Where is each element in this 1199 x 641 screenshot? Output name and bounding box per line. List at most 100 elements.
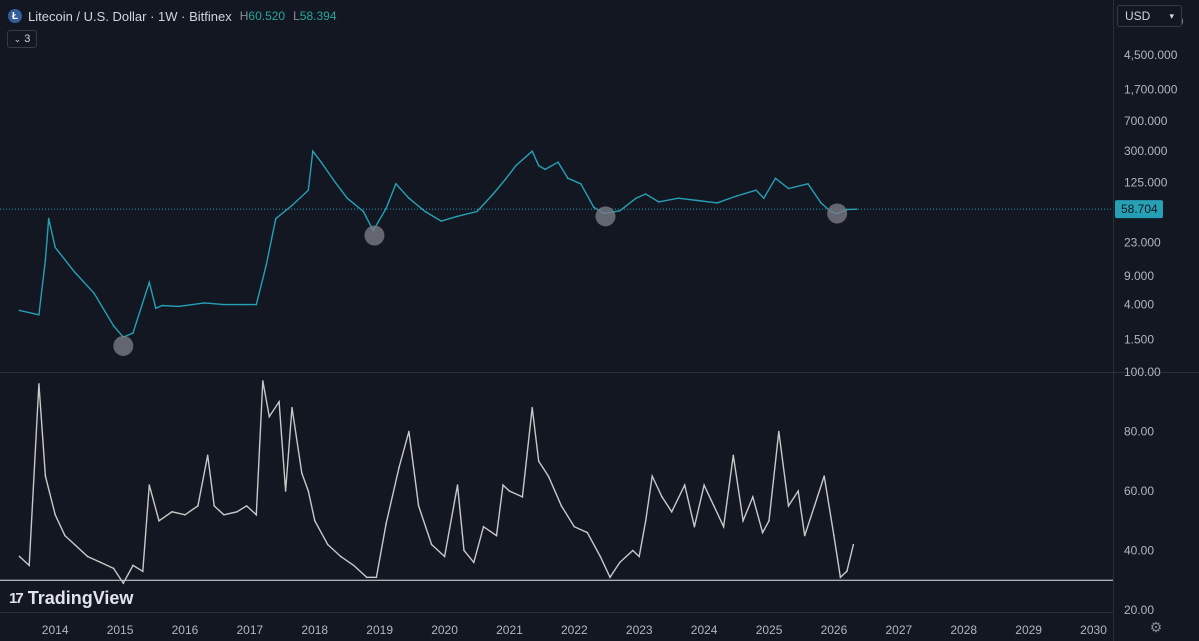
- oscillator-point: [531, 406, 533, 409]
- price-series-line: [19, 149, 857, 339]
- price-point: [312, 150, 314, 153]
- oscillator-point: [262, 380, 264, 382]
- oscillator-point: [385, 522, 387, 525]
- price-point: [515, 164, 517, 167]
- price-axis-tick-label: 1,700.000: [1124, 83, 1178, 97]
- time-axis-tick-label: 2018: [301, 623, 328, 637]
- price-point: [385, 207, 387, 210]
- currency-value: USD: [1125, 9, 1151, 23]
- price-point: [557, 161, 559, 164]
- oscillator-point: [683, 484, 686, 486]
- price-point: [820, 202, 822, 204]
- price-point: [242, 303, 245, 306]
- currency-select[interactable]: USD ▾: [1117, 5, 1182, 27]
- oscillator-point: [99, 561, 102, 564]
- time-axis-tick-label: 2027: [885, 623, 912, 637]
- price-point: [18, 309, 21, 312]
- oscillator-point: [472, 561, 475, 564]
- oscillator-point: [638, 555, 641, 558]
- oscillator-point: [18, 555, 21, 558]
- oscillator-point: [236, 511, 238, 513]
- oscillator-point: [54, 514, 56, 516]
- price-point: [440, 220, 443, 222]
- oscillator-point: [307, 490, 310, 492]
- oscillator-point: [703, 484, 705, 486]
- price-point: [132, 332, 134, 334]
- oscillator-point: [713, 505, 715, 507]
- price-point: [807, 182, 809, 185]
- oscillator-point: [284, 490, 287, 492]
- oscillator-point: [365, 576, 368, 579]
- price-axis-tick-label: 9.000: [1124, 269, 1154, 283]
- time-axis-tick-label: 2020: [431, 623, 458, 637]
- price-axis-tick-label: 4.000: [1124, 298, 1154, 312]
- price-point: [593, 206, 595, 209]
- oscillator-point: [417, 505, 420, 507]
- oscillator-point: [644, 519, 647, 522]
- price-point: [73, 271, 76, 273]
- oscillator-point: [64, 534, 66, 537]
- oscillator-axis-tick-label: 100.00: [1124, 365, 1161, 379]
- price-point: [456, 215, 459, 218]
- oscillator-point: [722, 525, 725, 528]
- brand-name: TradingView: [27, 588, 134, 608]
- oscillator-point: [132, 564, 134, 567]
- oscillator-point: [408, 430, 410, 433]
- oscillator-point: [495, 534, 498, 537]
- price-point: [255, 303, 258, 306]
- oscillator-point: [255, 514, 258, 516]
- low-value: 58.394: [299, 9, 337, 23]
- low-label: L: [293, 9, 300, 23]
- oscillator-point: [291, 406, 293, 409]
- oscillator-point: [803, 534, 806, 537]
- oscillator-point: [661, 496, 663, 498]
- oscillator-point: [852, 543, 855, 546]
- oscillator-point: [508, 490, 511, 492]
- indicators-toggle-button[interactable]: ⌄ 3: [7, 30, 37, 48]
- oscillator-point: [787, 505, 790, 507]
- gear-icon[interactable]: ⚙: [1149, 619, 1163, 635]
- time-axis-tick-label: 2028: [950, 623, 977, 637]
- price-point: [635, 197, 637, 199]
- time-axis-tick-label: 2015: [107, 623, 134, 637]
- oscillator-point: [797, 490, 800, 492]
- oscillator-point: [171, 511, 173, 513]
- time-axis-tick-label: 2019: [366, 623, 393, 637]
- price-point: [223, 303, 225, 306]
- oscillator-point: [326, 543, 329, 546]
- oscillator-point: [586, 531, 589, 534]
- price-point: [408, 197, 410, 199]
- price-point: [716, 202, 718, 204]
- oscillator-axis-tick-label: 20.00: [1124, 603, 1154, 617]
- oscillator-point: [443, 555, 446, 558]
- oscillator-point: [463, 549, 465, 552]
- price-point: [531, 150, 533, 153]
- oscillator-point: [537, 460, 540, 463]
- price-point: [362, 210, 365, 213]
- price-point: [580, 182, 582, 185]
- oscillator-point: [599, 555, 602, 558]
- oscillator-point: [339, 555, 342, 558]
- oscillator-point: [141, 570, 144, 573]
- oscillator-point: [618, 561, 621, 564]
- price-point: [735, 195, 738, 197]
- tradingview-logo[interactable]: 17 TradingView: [9, 588, 133, 609]
- high-value: 60.520: [248, 9, 286, 23]
- price-point: [54, 246, 56, 249]
- oscillator-point: [547, 475, 550, 477]
- symbol-title[interactable]: Litecoin / U.S. Dollar · 1W · Bitfinex: [28, 8, 232, 24]
- price-point: [154, 307, 157, 310]
- oscillator-point: [752, 496, 754, 498]
- time-axis-tick-label: 2016: [172, 623, 199, 637]
- price-point: [161, 304, 164, 307]
- oscillator-point: [268, 415, 271, 418]
- tradingview-mark-icon: 17: [9, 590, 24, 607]
- time-axis-tick-label: 2029: [1015, 623, 1042, 637]
- chevron-down-icon: ▾: [1169, 10, 1174, 21]
- oscillator-point: [158, 519, 160, 522]
- price-point: [492, 193, 495, 195]
- oscillator-point: [398, 466, 400, 469]
- oscillator-point: [456, 484, 459, 486]
- oscillator-axis-tick-label: 40.00: [1124, 544, 1154, 558]
